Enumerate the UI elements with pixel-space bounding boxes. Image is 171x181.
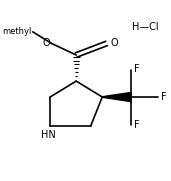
Text: O: O [111, 38, 119, 48]
Text: HN: HN [41, 130, 56, 140]
Text: methyl: methyl [2, 27, 31, 36]
Text: F: F [161, 92, 167, 102]
Text: O: O [43, 38, 50, 48]
Text: F: F [134, 64, 140, 74]
Text: H—Cl: H—Cl [132, 22, 159, 32]
Text: F: F [134, 120, 140, 130]
Polygon shape [102, 92, 131, 102]
